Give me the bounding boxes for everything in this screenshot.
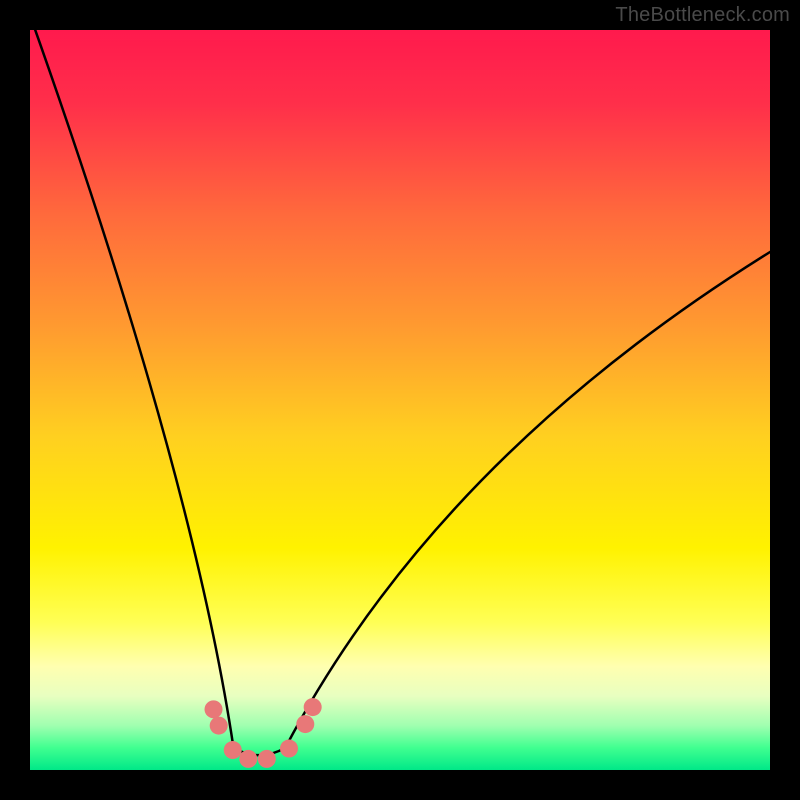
- marker-left-edge: [224, 741, 242, 759]
- watermark-text: TheBottleneck.com: [615, 4, 790, 27]
- plot-background-gradient: [30, 30, 770, 770]
- marker-bottom-2: [258, 750, 276, 768]
- marker-right-upper: [304, 698, 322, 716]
- marker-left-upper: [205, 700, 223, 718]
- marker-bottom-1: [239, 750, 257, 768]
- marker-right-edge: [280, 740, 298, 758]
- marker-left-lower: [210, 717, 228, 735]
- marker-right-lower: [296, 715, 314, 733]
- chart-svg: [0, 0, 800, 800]
- chart-container: TheBottleneck.com: [0, 0, 800, 800]
